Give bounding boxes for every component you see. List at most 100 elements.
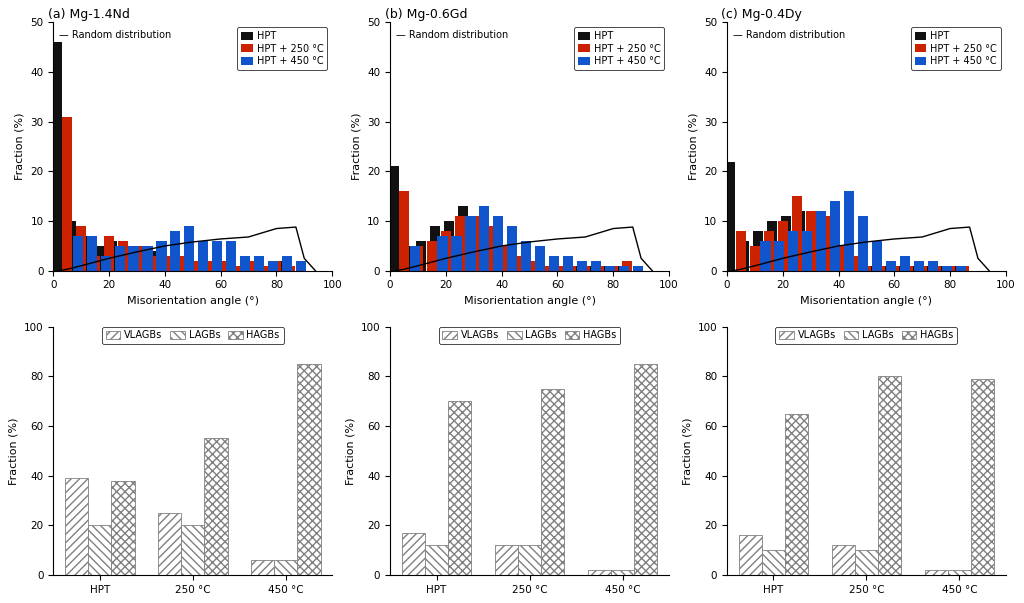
Bar	[563, 256, 573, 271]
Bar	[921, 266, 931, 271]
Bar	[455, 216, 465, 271]
Legend: HPT, HPT + 250 °C, HPT + 450 °C: HPT, HPT + 250 °C, HPT + 450 °C	[574, 27, 665, 70]
Bar	[577, 261, 587, 271]
Bar	[605, 266, 615, 271]
Bar	[774, 241, 784, 271]
Legend: VLAGBs, LAGBs, HAGBs: VLAGBs, LAGBs, HAGBs	[438, 327, 621, 344]
Legend: VLAGBs, LAGBs, HAGBs: VLAGBs, LAGBs, HAGBs	[775, 327, 957, 344]
Bar	[536, 246, 545, 271]
Bar	[549, 256, 559, 271]
Bar	[500, 256, 510, 271]
Bar	[871, 241, 882, 271]
Bar	[879, 266, 889, 271]
Bar	[177, 266, 187, 271]
Bar	[611, 570, 634, 575]
Bar	[108, 241, 118, 271]
Bar	[552, 266, 562, 271]
Bar	[864, 266, 874, 271]
Bar	[809, 231, 819, 271]
Bar	[889, 266, 899, 271]
Bar	[90, 256, 100, 271]
Bar	[906, 266, 916, 271]
Legend: VLAGBs, LAGBs, HAGBs: VLAGBs, LAGBs, HAGBs	[101, 327, 284, 344]
Bar	[103, 236, 114, 271]
Bar	[282, 256, 292, 271]
Text: — Random distribution: — Random distribution	[58, 30, 171, 40]
Bar	[388, 166, 398, 271]
Bar	[844, 191, 854, 271]
Bar	[762, 550, 785, 575]
Bar	[878, 376, 901, 575]
Bar	[633, 266, 643, 271]
Bar	[100, 256, 111, 271]
Bar	[893, 266, 903, 271]
Bar	[399, 191, 410, 271]
Bar	[739, 241, 750, 271]
Bar	[170, 231, 180, 271]
Y-axis label: Fraction (%): Fraction (%)	[345, 417, 355, 485]
Bar	[855, 550, 878, 575]
Text: — Random distribution: — Random distribution	[395, 30, 508, 40]
Bar	[274, 560, 297, 575]
Bar	[410, 246, 420, 271]
Bar	[507, 226, 517, 271]
Bar	[584, 266, 594, 271]
Bar	[594, 266, 604, 271]
Bar	[931, 266, 941, 271]
Bar	[135, 256, 145, 271]
Bar	[416, 241, 426, 271]
Bar	[781, 216, 792, 271]
Bar	[591, 261, 601, 271]
Bar	[296, 261, 306, 271]
Bar	[251, 560, 274, 575]
Bar	[876, 266, 886, 271]
Bar	[823, 266, 833, 271]
Bar	[205, 266, 215, 271]
Bar	[479, 206, 489, 271]
Bar	[469, 216, 479, 271]
Bar	[240, 256, 250, 271]
Bar	[174, 256, 184, 271]
Bar	[458, 206, 468, 271]
Bar	[913, 261, 924, 271]
Bar	[73, 236, 83, 271]
Bar	[66, 221, 76, 271]
Bar	[87, 236, 97, 271]
Bar	[163, 261, 173, 271]
Bar	[925, 570, 948, 575]
Bar	[150, 251, 160, 271]
Bar	[76, 226, 86, 271]
Bar	[785, 414, 808, 575]
Bar	[831, 545, 855, 575]
Bar	[566, 266, 577, 271]
Bar	[608, 266, 618, 271]
Bar	[588, 570, 611, 575]
Bar	[861, 266, 871, 271]
Bar	[51, 42, 61, 271]
Bar	[132, 246, 142, 271]
X-axis label: Misorientation angle (°): Misorientation angle (°)	[801, 296, 933, 306]
Bar	[261, 266, 271, 271]
Bar	[761, 241, 770, 271]
Bar	[497, 246, 507, 271]
Bar	[514, 266, 524, 271]
Bar	[413, 246, 423, 271]
Y-axis label: Fraction (%): Fraction (%)	[14, 113, 25, 180]
Bar	[767, 221, 777, 271]
Bar	[232, 266, 243, 271]
Bar	[611, 266, 622, 271]
Bar	[93, 246, 103, 271]
Bar	[62, 117, 73, 271]
Bar	[401, 532, 425, 575]
Bar	[160, 256, 170, 271]
Bar	[792, 196, 802, 271]
Bar	[948, 570, 971, 575]
Bar	[495, 545, 518, 575]
Bar	[518, 545, 541, 575]
Bar	[945, 266, 955, 271]
Bar	[556, 266, 566, 271]
Text: (c) Mg-0.4Dy: (c) Mg-0.4Dy	[721, 8, 802, 21]
Y-axis label: Fraction (%): Fraction (%)	[351, 113, 361, 180]
Bar	[736, 231, 745, 271]
Bar	[541, 389, 564, 575]
